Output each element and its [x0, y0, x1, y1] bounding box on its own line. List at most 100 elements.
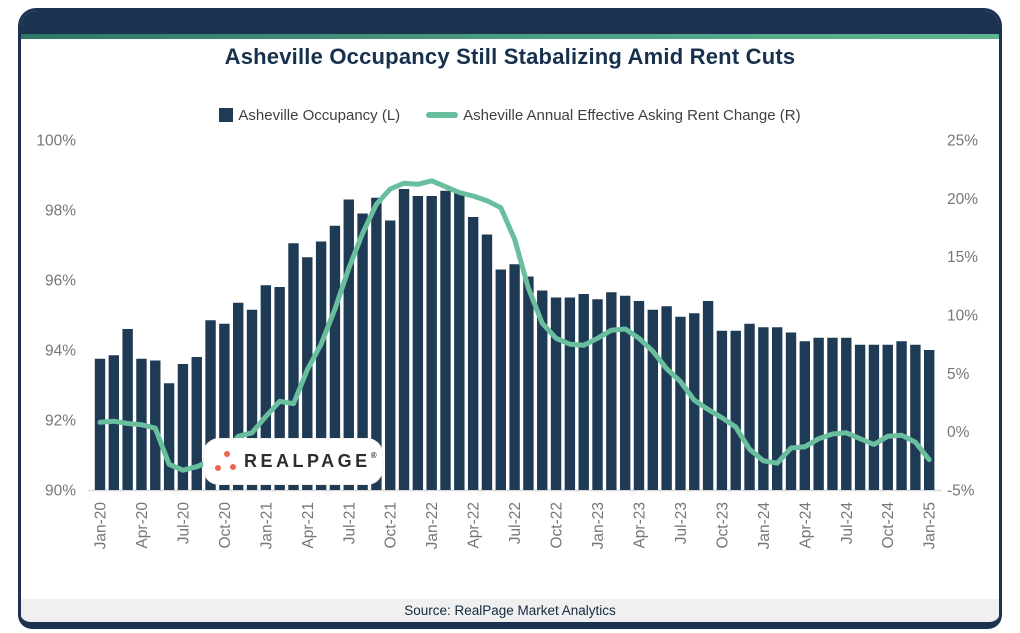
- legend-item-occupancy: Asheville Occupancy (L): [219, 107, 400, 124]
- right-axis-labels: 25% 20% 15% 10% 5% 0% -5%: [947, 133, 978, 500]
- occupancy-bar: [233, 302, 244, 490]
- occupancy-bar: [343, 199, 354, 490]
- occupancy-bar: [896, 341, 907, 490]
- x-axis-tick: Jan-21: [258, 502, 275, 549]
- occupancy-bar: [730, 330, 741, 490]
- x-axis-tick: Apr-24: [797, 502, 814, 549]
- occupancy-bar: [523, 276, 534, 490]
- x-axis-labels: Jan-20 Apr-20 Jul-20 Oct-20 Jan-21 Apr-21 Jul-…: [93, 502, 939, 550]
- left-axis-tick: 90%: [45, 483, 76, 500]
- right-axis-tick: 20%: [947, 191, 978, 208]
- occupancy-bar: [592, 299, 603, 490]
- card-header-accent-stripe: [21, 34, 999, 39]
- occupancy-bar: [564, 297, 576, 490]
- right-axis-tick: 25%: [947, 133, 978, 150]
- occupancy-bar: [509, 264, 520, 490]
- occupancy-bar: [467, 217, 479, 490]
- occupancy-bar: [454, 192, 465, 490]
- x-axis-tick: Apr-23: [631, 502, 648, 549]
- occupancy-bar: [357, 213, 368, 490]
- occupancy-bar: [150, 360, 161, 490]
- occupancy-bar: [841, 337, 852, 490]
- rent-change-line: [97, 178, 932, 473]
- occupancy-bar: [578, 294, 589, 490]
- occupancy-bar: [868, 344, 880, 490]
- x-axis-tick: Jan-25: [922, 502, 939, 549]
- x-axis-tick: Jan-22: [424, 502, 441, 549]
- x-axis-tick: Jan-24: [756, 502, 773, 550]
- left-axis-tick: 96%: [45, 273, 76, 290]
- legend-item-rent-change: Asheville Annual Effective Asking Rent C…: [426, 107, 801, 124]
- occupancy-bar: [288, 243, 299, 490]
- occupancy-bar: [882, 344, 893, 490]
- occupancy-bar: [661, 306, 672, 490]
- occupancy-bar: [495, 269, 506, 490]
- occupancy-bar: [606, 292, 617, 490]
- occupancy-bar: [785, 332, 797, 490]
- occupancy-bar: [633, 301, 645, 490]
- left-axis-labels: 100% 98% 96% 94% 92% 90%: [36, 133, 76, 500]
- occupancy-bar: [619, 295, 631, 490]
- occupancy-bar: [274, 287, 285, 490]
- left-axis-tick: 94%: [45, 343, 76, 360]
- right-axis-tick: -5%: [947, 483, 975, 500]
- occupancy-bar: [329, 225, 341, 490]
- occupancy-bar: [398, 189, 410, 490]
- x-axis-tick: Jul-23: [673, 502, 690, 544]
- occupancy-bars: [94, 189, 935, 490]
- card-header-bar: [21, 11, 999, 34]
- occupancy-swatch-icon: [219, 108, 234, 122]
- right-axis-tick: 5%: [947, 366, 970, 383]
- occupancy-bar: [537, 290, 548, 490]
- occupancy-bar: [122, 329, 133, 490]
- right-axis-tick: 15%: [947, 249, 978, 266]
- occupancy-bar: [550, 297, 562, 490]
- x-axis-tick: Jul-22: [507, 502, 524, 544]
- occupancy-bar: [246, 309, 258, 490]
- source-text: Source: RealPage Market Analytics: [404, 603, 616, 618]
- occupancy-bar: [716, 330, 728, 490]
- occupancy-bar: [385, 220, 396, 490]
- occupancy-bar: [647, 309, 658, 490]
- occupancy-bar: [813, 337, 824, 490]
- legend-label-occupancy: Asheville Occupancy (L): [238, 106, 401, 124]
- chart-card: Source: RealPage Market Analytics: [18, 8, 1002, 629]
- occupancy-bar: [481, 234, 493, 490]
- page-title: Asheville Occupancy Still Stabalizing Am…: [224, 44, 796, 69]
- realpage-logo: REALPAGE®: [204, 439, 382, 484]
- occupancy-bar: [440, 190, 451, 490]
- occupancy-bar: [219, 323, 230, 490]
- x-axis-tick: Apr-22: [466, 502, 483, 549]
- x-axis-tick: Jul-21: [341, 502, 358, 544]
- occupancy-bar: [854, 344, 866, 490]
- source-strip: Source: RealPage Market Analytics: [21, 599, 999, 622]
- x-axis-tick: Jan-20: [93, 502, 110, 550]
- occupancy-bar: [205, 320, 216, 490]
- x-axis-tick: Apr-21: [300, 502, 317, 549]
- occupancy-bar: [799, 341, 811, 490]
- occupancy-bar: [260, 285, 272, 490]
- registered-mark: ®: [370, 451, 381, 460]
- x-axis-tick: Oct-20: [217, 502, 234, 549]
- x-axis-tick: Jul-24: [839, 502, 856, 545]
- occupancy-bar: [924, 350, 935, 490]
- occupancy-bar: [758, 327, 769, 490]
- x-axis-tick: Jul-20: [175, 502, 192, 545]
- left-axis-tick: 100%: [36, 133, 76, 150]
- occupancy-bar: [371, 197, 382, 490]
- occupancy-bar: [426, 196, 437, 490]
- x-axis-tick: Apr-20: [134, 502, 151, 549]
- occupancy-bar: [163, 383, 175, 490]
- realpage-dots-icon: [204, 439, 244, 484]
- occupancy-bar: [702, 301, 714, 490]
- right-axis-tick: 10%: [947, 308, 978, 325]
- left-axis-tick: 98%: [45, 203, 76, 220]
- left-axis-tick: 92%: [45, 413, 76, 430]
- chart-legend: Asheville Occupancy (L) Asheville Annual…: [0, 102, 1020, 128]
- x-axis-tick: Oct-24: [880, 502, 897, 549]
- x-axis-tick: Oct-23: [714, 502, 731, 549]
- x-axis-tick: Oct-22: [549, 502, 566, 549]
- occupancy-bar: [412, 196, 424, 490]
- realpage-logo-text: REALPAGE®: [244, 451, 381, 471]
